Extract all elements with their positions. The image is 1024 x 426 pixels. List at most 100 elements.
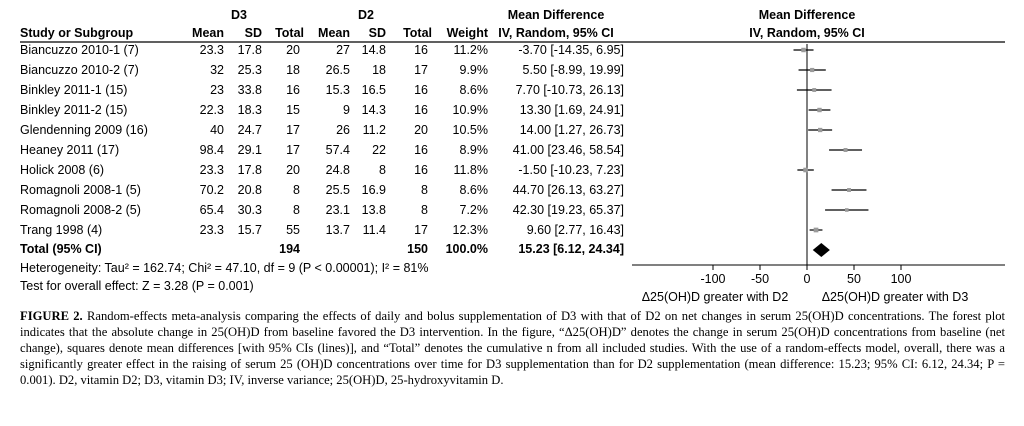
study-name: Biancuzzo 2010-2 (7): [20, 63, 139, 77]
d2-mean: 57.4: [326, 143, 350, 157]
effect-square: [843, 148, 848, 152]
header-d3-total: Total: [275, 26, 304, 40]
x-tick-label: 50: [847, 272, 861, 286]
forest-plot: D3 D2 Mean Difference Mean Difference St…: [20, 8, 1005, 304]
weight: 11.2%: [453, 43, 488, 57]
d3-total: 16: [286, 83, 300, 97]
d2-sd: 13.8: [362, 203, 386, 217]
study-name: Romagnoli 2008-2 (5): [20, 203, 141, 217]
header-group-d3: D3: [231, 8, 247, 22]
d3-mean: 23.3: [200, 43, 224, 57]
header-group-d2: D2: [358, 8, 374, 22]
plot-area: -100 -50 0 50 100 Δ25(OH)D greater with D2 Δ…: [632, 44, 1005, 304]
d3-mean: 32: [210, 63, 224, 77]
d2-total: 16: [414, 163, 428, 177]
study-name: Romagnoli 2008-1 (5): [20, 183, 141, 197]
header-md-left: Mean Difference: [508, 8, 605, 22]
d3-mean: 98.4: [200, 143, 224, 157]
table-row: Romagnoli 2008-2 (5) 65.4 30.3 8 23.1 13…: [20, 203, 624, 217]
d3-mean: 23: [210, 83, 224, 97]
d3-mean: 23.3: [200, 163, 224, 177]
d3-sd: 29.1: [238, 143, 262, 157]
table-row: Biancuzzo 2010-1 (7) 23.3 17.8 20 27 14.…: [20, 43, 624, 57]
d2-total: 17: [414, 63, 428, 77]
table-row: Binkley 2011-1 (15) 23 33.8 16 15.3 16.5…: [20, 83, 624, 97]
d3-total: 20: [286, 163, 300, 177]
weight: 7.2%: [460, 203, 489, 217]
d3-mean: 40: [210, 123, 224, 137]
weight: 11.8%: [453, 163, 488, 177]
d2-mean: 9: [343, 103, 350, 117]
header-d2-mean: Mean: [318, 26, 350, 40]
d3-sd: 30.3: [238, 203, 262, 217]
d3-total: 8: [293, 183, 300, 197]
d2-total: 17: [414, 223, 428, 237]
d2-total: 16: [414, 103, 428, 117]
d2-sd: 22: [372, 143, 386, 157]
total-md-ci: 15.23 [6.12, 24.34]: [518, 242, 624, 256]
md-ci: 13.30 [1.69, 24.91]: [520, 103, 624, 117]
study-name: Holick 2008 (6): [20, 163, 104, 177]
x-tick-label: 100: [891, 272, 912, 286]
d3-total: 15: [286, 103, 300, 117]
table-row: Trang 1998 (4) 23.3 15.7 55 13.7 11.4 17…: [20, 223, 624, 237]
md-ci: 14.00 [1.27, 26.73]: [520, 123, 624, 137]
weight: 8.9%: [460, 143, 489, 157]
md-ci: 44.70 [26.13, 63.27]: [513, 183, 624, 197]
caption-text: Random-effects meta-analysis comparing t…: [20, 309, 1005, 387]
overall-effect-text: Test for overall effect: Z = 3.28 (P = 0…: [20, 279, 254, 293]
study-name: Trang 1998 (4): [20, 223, 102, 237]
d3-total: 17: [286, 143, 300, 157]
d3-mean: 23.3: [200, 223, 224, 237]
d3-mean: 65.4: [200, 203, 224, 217]
table-row: Romagnoli 2008-1 (5) 70.2 20.8 8 25.5 16…: [20, 183, 624, 197]
d3-sd: 17.8: [238, 43, 262, 57]
d3-sd: 25.3: [238, 63, 262, 77]
d2-mean: 26: [336, 123, 350, 137]
study-name: Binkley 2011-2 (15): [20, 103, 127, 117]
d2-sd: 11.4: [363, 223, 386, 237]
md-ci: 41.00 [23.46, 58.54]: [513, 143, 624, 157]
d3-sd: 18.3: [238, 103, 262, 117]
d2-sd: 16.5: [362, 83, 386, 97]
d2-sd: 16.9: [362, 183, 386, 197]
study-rows: Biancuzzo 2010-1 (7) 23.3 17.8 20 27 14.…: [20, 43, 624, 237]
axis-label-right: Δ25(OH)D greater with D3: [822, 290, 969, 304]
d3-total: 8: [293, 203, 300, 217]
d3-sd: 17.8: [238, 163, 262, 177]
d3-sd: 15.7: [238, 223, 262, 237]
effect-square: [817, 107, 822, 113]
d2-sd: 14.8: [362, 43, 386, 57]
md-ci: 7.70 [-10.73, 26.13]: [516, 83, 624, 97]
effect-square: [847, 188, 851, 192]
md-ci: 9.60 [2.77, 16.43]: [527, 223, 624, 237]
table-row: Heaney 2011 (17) 98.4 29.1 17 57.4 22 16…: [20, 143, 624, 157]
total-d2: 150: [407, 242, 428, 256]
effect-square: [801, 47, 806, 53]
weight: 9.9%: [460, 63, 489, 77]
study-name: Biancuzzo 2010-1 (7): [20, 43, 139, 57]
x-tick-label: -50: [751, 272, 769, 286]
header-d2-sd: SD: [369, 26, 386, 40]
md-ci: -3.70 [-14.35, 6.95]: [518, 43, 624, 57]
d3-mean: 22.3: [200, 103, 224, 117]
study-name: Glendenning 2009 (16): [20, 123, 148, 137]
effect-square: [844, 208, 849, 212]
table-row: Glendenning 2009 (16) 40 24.7 17 26 11.2…: [20, 123, 624, 137]
weight: 8.6%: [460, 183, 489, 197]
header-study: Study or Subgroup: [20, 26, 134, 40]
d3-mean: 70.2: [200, 183, 224, 197]
d3-total: 17: [286, 123, 300, 137]
weight: 10.9%: [453, 103, 488, 117]
table-row: Biancuzzo 2010-2 (7) 32 25.3 18 26.5 18 …: [20, 63, 624, 77]
effect-square: [810, 67, 815, 73]
d2-mean: 26.5: [326, 63, 350, 77]
d3-sd: 20.8: [238, 183, 262, 197]
study-name: Heaney 2011 (17): [20, 143, 119, 157]
header-d2-total: Total: [403, 26, 432, 40]
md-ci: -1.50 [-10.23, 7.23]: [518, 163, 624, 177]
d2-mean: 15.3: [326, 83, 350, 97]
d3-sd: 33.8: [238, 83, 262, 97]
weight: 12.3%: [453, 223, 488, 237]
